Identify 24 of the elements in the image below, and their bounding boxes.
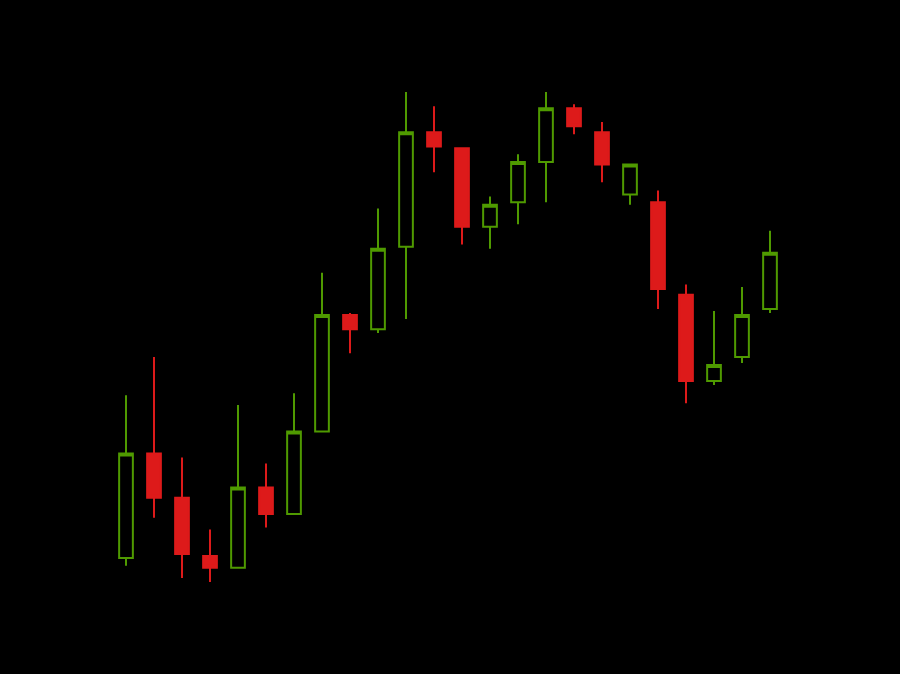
candlestick [538, 92, 554, 204]
candlestick [762, 229, 778, 314]
candlestick [594, 120, 610, 184]
candlestick [258, 462, 274, 529]
candlestick [426, 105, 442, 174]
candlestick [118, 394, 134, 567]
candlestick [174, 456, 190, 580]
candlestick [482, 195, 498, 250]
candlestick [650, 189, 666, 311]
candlestick [230, 404, 246, 569]
candlestick [566, 103, 582, 136]
candlestick [370, 207, 386, 335]
candlestick [734, 286, 750, 364]
candlestick [398, 92, 414, 320]
candlestick [146, 356, 162, 519]
candlestick [678, 283, 694, 405]
candlestick [510, 153, 526, 226]
candlestick [622, 163, 638, 206]
candlestick [454, 147, 470, 246]
candlestick [286, 392, 302, 515]
candlestick [342, 311, 358, 355]
candlestick [706, 310, 722, 387]
candlestick [314, 271, 330, 433]
candlestick [202, 528, 218, 582]
